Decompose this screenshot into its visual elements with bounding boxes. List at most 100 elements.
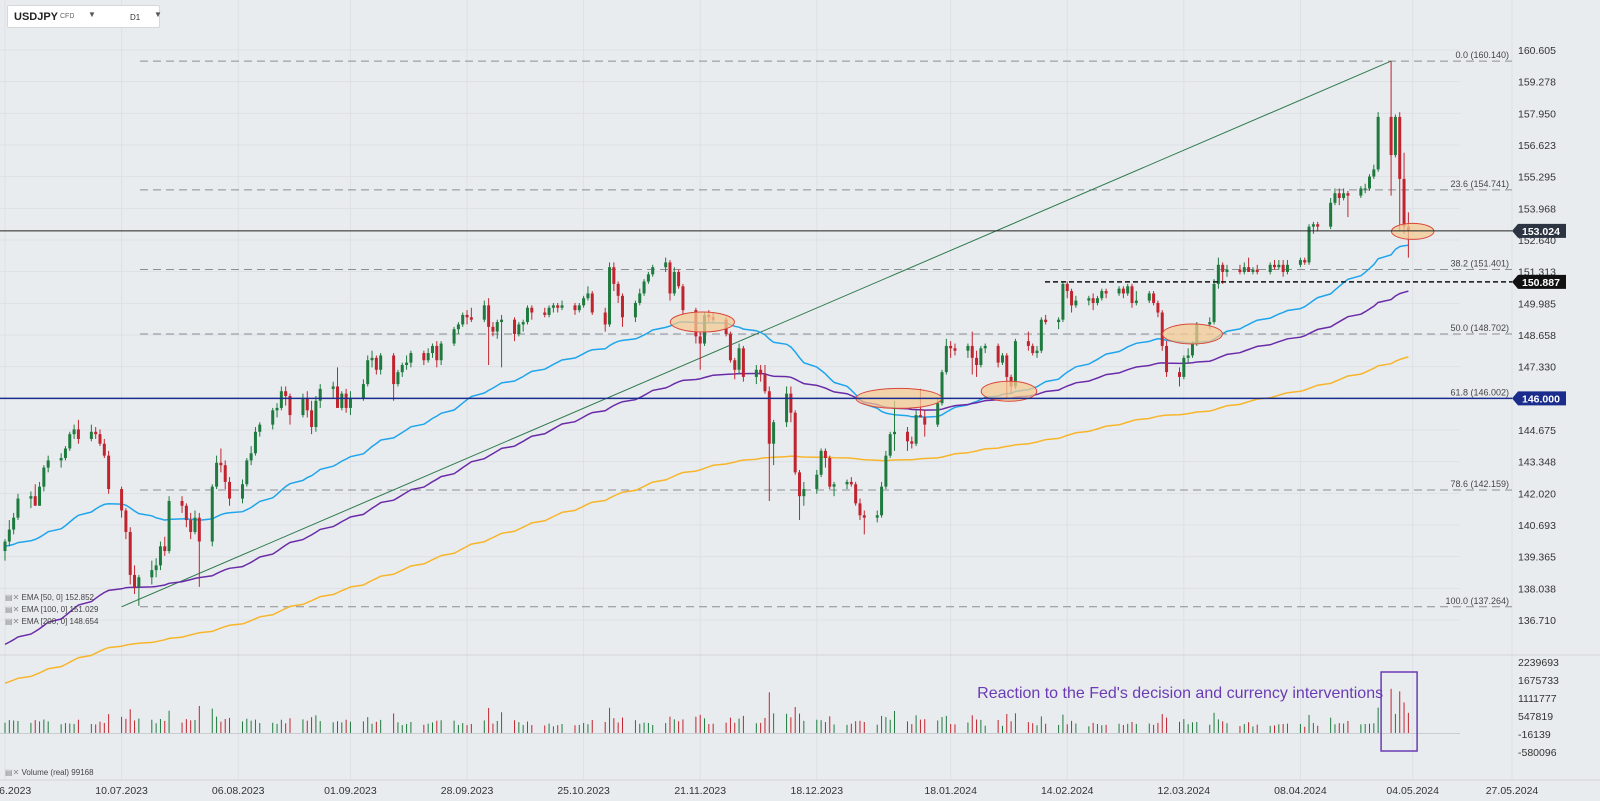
candle-body <box>1333 193 1337 203</box>
candle-body <box>1156 302 1160 313</box>
last-price-tag-bg <box>1512 223 1566 238</box>
candle-body <box>1225 269 1229 272</box>
fib-label: 23.6 (154.741) <box>1450 179 1509 189</box>
candle-body <box>970 345 974 358</box>
candle-body <box>439 343 443 361</box>
candle-body <box>858 503 862 516</box>
candle-body <box>772 422 776 444</box>
candle-body <box>94 431 98 435</box>
candle-body <box>184 505 188 521</box>
legend-ema200[interactable]: ▤✕ EMA [200, 0] 148.654 <box>5 616 98 628</box>
candle-body <box>953 348 957 351</box>
candle-body <box>910 441 914 444</box>
candle-body <box>1363 188 1367 190</box>
candle-body <box>966 345 970 351</box>
candle-body <box>905 431 909 442</box>
candle-body <box>38 486 42 506</box>
candle-body <box>482 305 486 320</box>
candle-body <box>150 570 154 578</box>
candle-body <box>1182 357 1186 377</box>
y-tick-label: 149.985 <box>1518 298 1556 310</box>
candle-body <box>1091 298 1095 303</box>
fib-label: 38.2 (151.401) <box>1450 259 1509 269</box>
trendline-segment <box>121 60 1392 608</box>
legend-ema50[interactable]: ▤✕ EMA [50, 0] 152.852 <box>5 592 94 604</box>
candle-body <box>279 391 283 408</box>
candle-body <box>1212 283 1216 323</box>
candle-body <box>189 520 193 532</box>
candle-body <box>1039 319 1043 351</box>
legend-ema100[interactable]: ▤✕ EMA [100, 0] 151.029 <box>5 604 98 616</box>
timeframe-label[interactable]: D1 <box>130 13 141 22</box>
candle-body <box>1087 298 1091 301</box>
legend-ema100-text: EMA [100, 0] 151.029 <box>21 605 99 614</box>
volume-tick-label: -16139 <box>1518 729 1551 741</box>
symbol-dropdown-icon[interactable]: ▼ <box>88 10 96 19</box>
candle-body <box>1104 291 1108 294</box>
candle-body <box>1031 345 1035 354</box>
candle-body <box>646 274 650 282</box>
close-icon[interactable]: ✕ <box>12 768 20 777</box>
candle-body <box>1208 322 1212 325</box>
fibonacci-levels: 0.0 (160.140) 23.6 (154.741) 38.2 (151.401… <box>140 50 1512 608</box>
candle-body <box>314 400 318 428</box>
candle-body <box>940 372 944 404</box>
candle-body <box>875 515 879 518</box>
candle-body <box>1095 298 1099 303</box>
candle-body <box>1303 260 1307 263</box>
legend-volume[interactable]: ▤✕ Volume (real) 99168 <box>5 767 94 779</box>
close-icon[interactable]: ✕ <box>12 605 20 614</box>
candle-body <box>210 486 214 542</box>
settings-icon[interactable]: ▤ <box>5 617 13 626</box>
ema100-line <box>4 290 1409 646</box>
candle-body <box>63 448 67 459</box>
candle-body <box>163 546 167 552</box>
candle-body <box>603 312 607 325</box>
volume-tick-label: 1675733 <box>1518 675 1559 687</box>
y-tick-label: 143.348 <box>1518 457 1556 469</box>
x-tick-label: 14.02.2024 <box>1041 785 1094 797</box>
candle-body <box>33 496 37 506</box>
candle-body <box>452 329 456 344</box>
candle-body <box>815 474 819 490</box>
settings-icon[interactable]: ▤ <box>5 593 13 602</box>
symbol-toolbar[interactable]: USDJPY CFD ▼ D1 ▼ <box>7 5 162 28</box>
candle-body <box>422 353 426 361</box>
candle-body <box>525 307 529 323</box>
candle-body <box>556 305 560 308</box>
candle-body <box>180 500 184 506</box>
candle-body <box>366 360 370 385</box>
close-icon[interactable]: ✕ <box>12 593 20 602</box>
candle-body <box>1190 343 1194 356</box>
candle-body <box>249 453 253 461</box>
candle-body <box>275 407 279 411</box>
candle-body <box>348 398 352 408</box>
y-tick-label: 155.295 <box>1518 172 1556 184</box>
candle-body <box>1126 286 1130 294</box>
x-tick-label: 18.12.2023 <box>791 785 844 797</box>
candle-body <box>271 410 275 425</box>
candle-body <box>1247 267 1251 272</box>
ema50-line <box>4 244 1409 547</box>
candle-body <box>728 333 732 361</box>
candle-body <box>914 415 918 444</box>
candle-body <box>517 324 521 334</box>
close-icon[interactable]: ✕ <box>12 617 20 626</box>
y-tick-label: 157.950 <box>1518 108 1556 120</box>
highlight-ellipse <box>669 311 735 333</box>
legend-ema200-text: EMA [200, 0] 148.654 <box>21 617 99 626</box>
candle-body <box>284 391 288 397</box>
timeframe-dropdown-icon[interactable]: ▼ <box>154 10 162 19</box>
y-tick-label: 136.710 <box>1518 615 1556 627</box>
candle-body <box>1134 300 1138 303</box>
symbol-label[interactable]: USDJPY <box>14 11 59 23</box>
horizontal-levels <box>0 230 1512 400</box>
legend-volume-text: Volume (real) 99168 <box>21 768 94 777</box>
settings-icon[interactable]: ▤ <box>5 605 13 614</box>
candle-body <box>137 577 141 587</box>
candle-body <box>133 574 137 587</box>
candle-body <box>1216 264 1220 284</box>
candle-body <box>767 391 771 444</box>
settings-icon[interactable]: ▤ <box>5 768 13 777</box>
